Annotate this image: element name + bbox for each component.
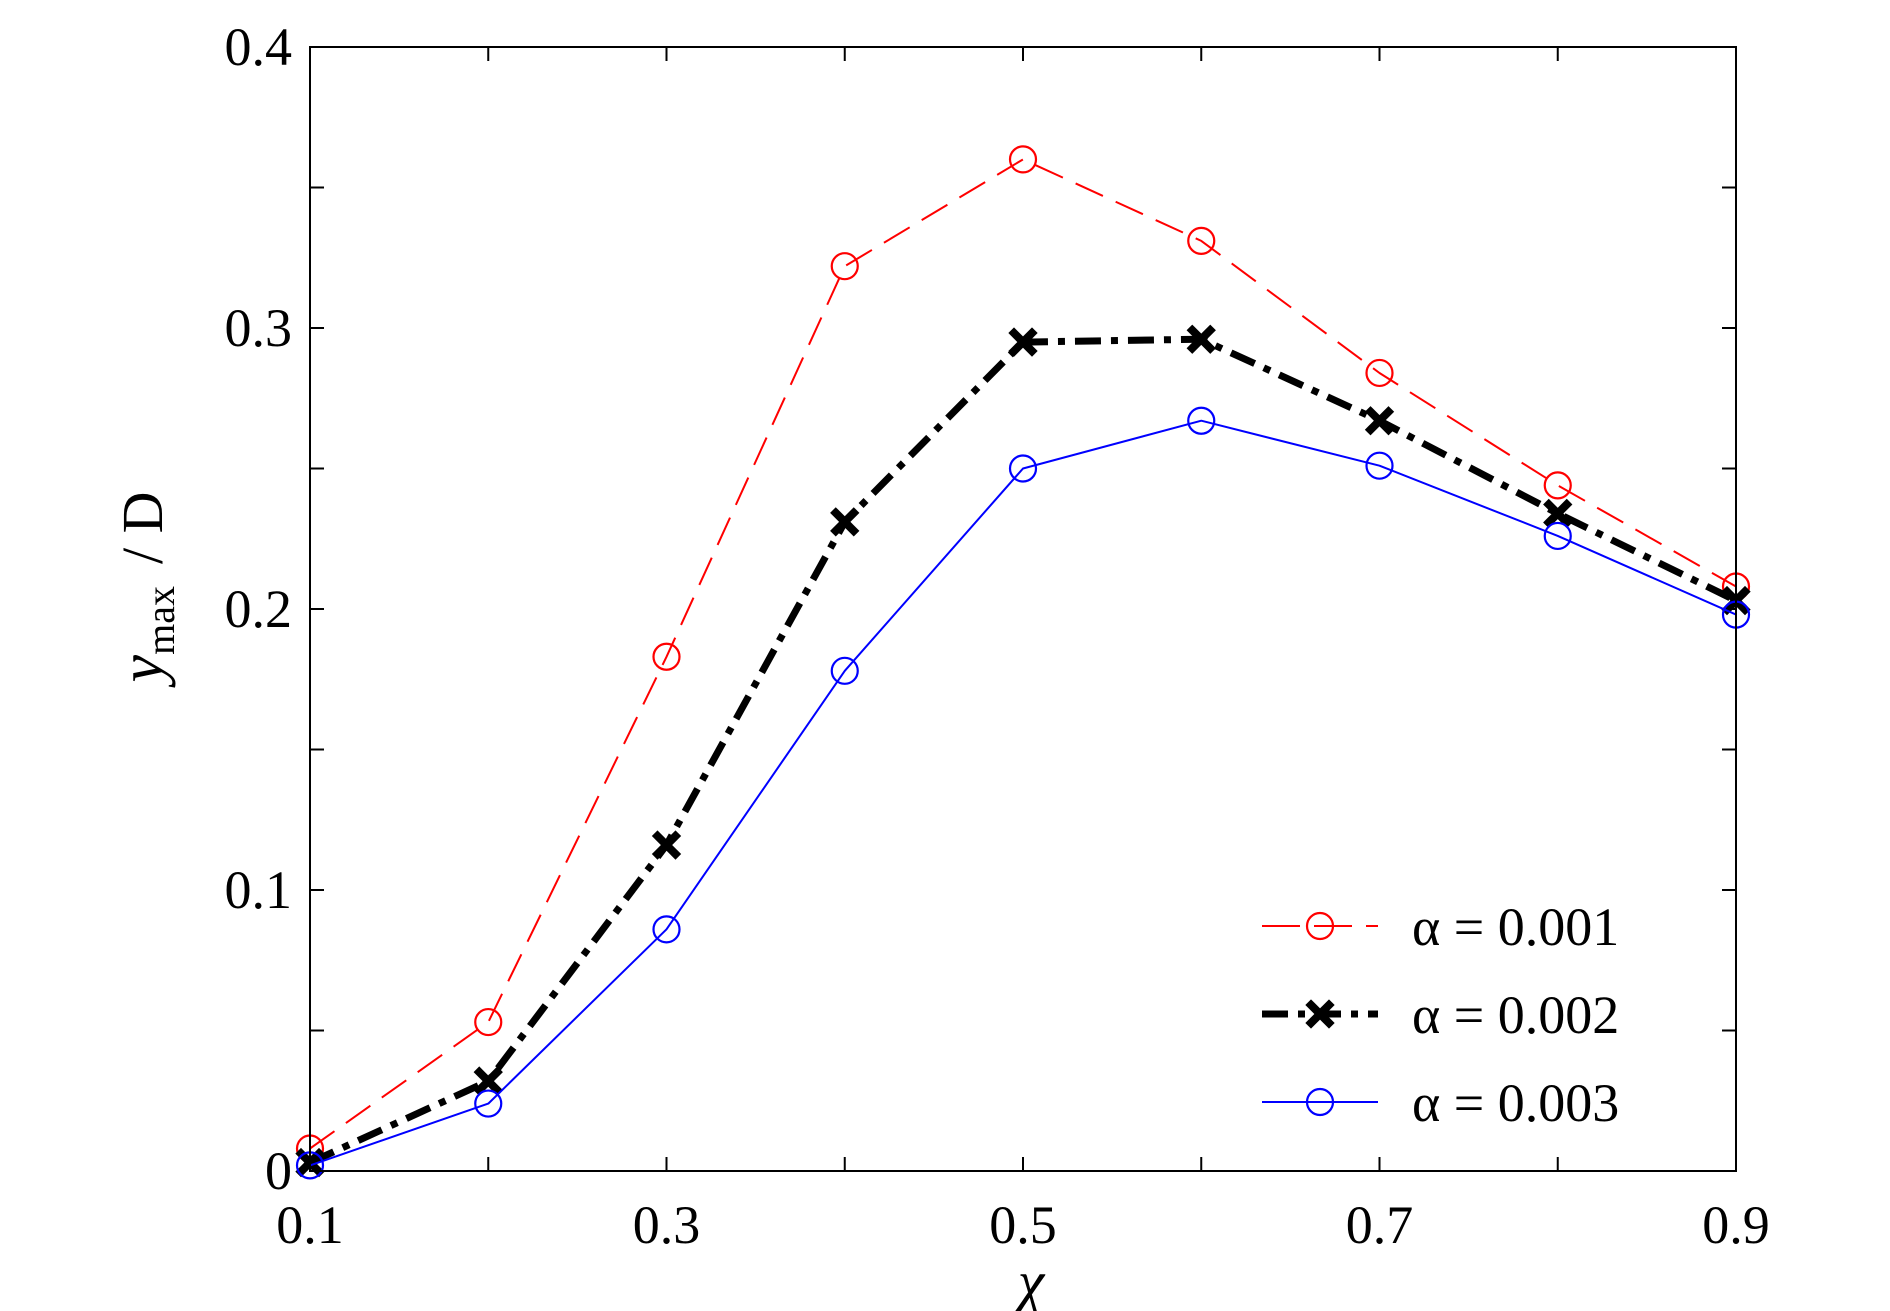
data-point bbox=[830, 507, 860, 537]
legend-entry-1: α = 0.001 bbox=[1262, 897, 1619, 957]
data-point bbox=[474, 1089, 503, 1118]
data-point-stroke bbox=[473, 1066, 503, 1096]
data-point-stroke bbox=[1008, 327, 1038, 357]
legend-marker bbox=[1305, 999, 1335, 1029]
data-point bbox=[1543, 498, 1573, 529]
legend-marker bbox=[1305, 911, 1335, 941]
data-point-stroke bbox=[1364, 406, 1395, 436]
data-point bbox=[474, 1007, 503, 1037]
axis-ticks bbox=[309, 46, 1737, 1172]
x-tick-label: 0.9 bbox=[1702, 1195, 1770, 1255]
data-point bbox=[652, 642, 681, 671]
y-tick-label: 0.2 bbox=[225, 579, 293, 639]
data-point-stroke bbox=[1543, 498, 1573, 529]
data-point bbox=[830, 252, 859, 281]
series-line bbox=[309, 158, 1737, 1150]
y-axis-label: ymax / D bbox=[108, 492, 183, 689]
legend-label: α = 0.001 bbox=[1412, 897, 1619, 957]
tick-labels: 0.1 0.3 0.5 0.7 0.900.10.20.30.4 bbox=[225, 17, 1770, 1255]
legend-entry-2: α = 0.002 bbox=[1262, 985, 1619, 1045]
x-tick-label: 0.3 bbox=[633, 1195, 701, 1255]
y-tick-label: 0 bbox=[265, 1141, 292, 1201]
plot-frame bbox=[309, 46, 1737, 1172]
data-point bbox=[651, 830, 682, 860]
x-axis-label: χ bbox=[1013, 1249, 1046, 1311]
legend-entry-3: α = 0.003 bbox=[1262, 1073, 1619, 1133]
legend-marker-stroke bbox=[1305, 999, 1335, 1029]
legend: α = 0.001 α = 0.002 α = 0.003 bbox=[1262, 897, 1619, 1133]
series-line bbox=[309, 419, 1737, 1167]
data-point-stroke bbox=[651, 830, 682, 860]
data-point bbox=[1186, 324, 1216, 354]
y-axis-label-var: y bbox=[108, 654, 176, 688]
series-3 bbox=[295, 406, 1751, 1180]
y-tick-label: 0.4 bbox=[225, 17, 293, 77]
x-tick-label: 0.7 bbox=[1346, 1195, 1414, 1255]
data-point bbox=[1543, 471, 1572, 500]
x-tick-label: 0.5 bbox=[989, 1195, 1057, 1255]
data-point bbox=[1008, 327, 1038, 357]
data-point-stroke bbox=[1186, 324, 1216, 354]
data-point bbox=[1008, 145, 1038, 174]
data-point bbox=[652, 915, 681, 944]
legend-label: α = 0.002 bbox=[1412, 985, 1619, 1045]
data-point bbox=[1187, 406, 1216, 435]
y-axis-label-sub: max bbox=[138, 586, 183, 655]
legend-label: α = 0.003 bbox=[1412, 1073, 1619, 1133]
data-point bbox=[1364, 406, 1395, 436]
legend-marker bbox=[1305, 1087, 1335, 1117]
data-point bbox=[1543, 521, 1572, 551]
data-point-stroke bbox=[830, 507, 860, 537]
data-point bbox=[830, 656, 859, 685]
data-point bbox=[1365, 451, 1394, 480]
data-point bbox=[1008, 454, 1038, 483]
y-axis-label-rest: / D bbox=[110, 492, 175, 565]
data-point bbox=[1187, 226, 1216, 255]
data-point bbox=[473, 1066, 503, 1096]
x-tick-label: 0.1 bbox=[276, 1195, 344, 1255]
data-point bbox=[1365, 358, 1394, 388]
y-tick-label: 0.3 bbox=[225, 298, 293, 358]
y-tick-label: 0.1 bbox=[225, 860, 293, 920]
